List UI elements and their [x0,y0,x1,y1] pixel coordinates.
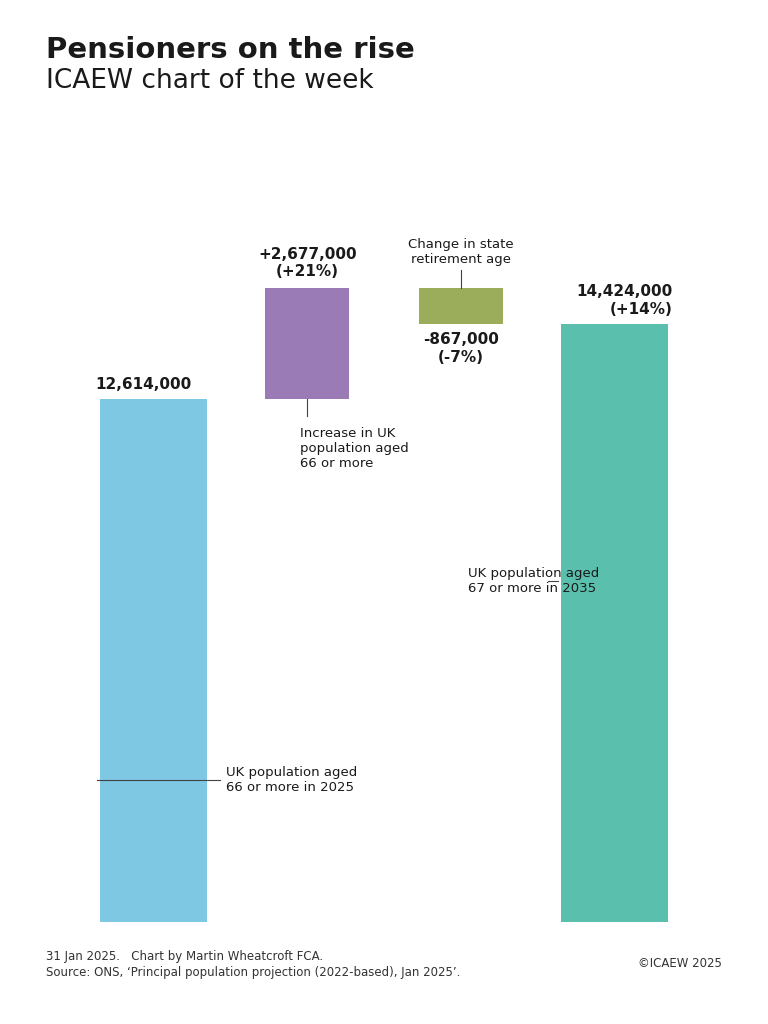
Text: +2,677,000
(+21%): +2,677,000 (+21%) [258,247,356,280]
Bar [419,288,503,324]
Text: UK population aged
67 or more in 2035: UK population aged 67 or more in 2035 [468,567,600,595]
Text: Change in state
retirement age: Change in state retirement age [408,238,514,265]
Text: ICAEW chart of the week: ICAEW chart of the week [46,68,374,93]
Text: ©ICAEW 2025: ©ICAEW 2025 [638,957,722,971]
Text: Pensioners on the rise: Pensioners on the rise [46,36,415,63]
Text: 14,424,000
(+14%): 14,424,000 (+14%) [577,285,673,316]
Text: Source: ONS, ‘Principal population projection (2022-based), Jan 2025’.: Source: ONS, ‘Principal population proje… [46,966,461,979]
Text: -867,000
(-7%): -867,000 (-7%) [423,332,498,365]
Text: Increase in UK
population aged
66 or more: Increase in UK population aged 66 or mor… [300,427,409,470]
Bar [100,398,207,922]
Text: 12,614,000: 12,614,000 [95,377,191,392]
Text: 31 Jan 2025.   Chart by Martin Wheatcroft FCA.: 31 Jan 2025. Chart by Martin Wheatcroft … [46,950,323,964]
Bar [561,324,668,922]
Text: UK population aged
66 or more in 2025: UK population aged 66 or more in 2025 [226,766,357,795]
Bar [265,288,349,398]
